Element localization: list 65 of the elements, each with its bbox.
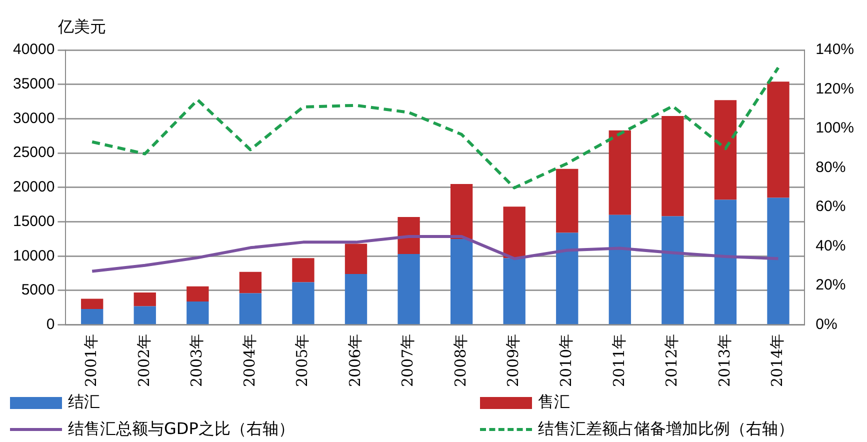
x-tick-label: 2003年 xyxy=(188,334,206,388)
y-tick-label: 25000 xyxy=(12,144,55,162)
y-tick-label: 10000 xyxy=(12,247,55,264)
y-tick-label: 20000 xyxy=(12,178,55,196)
y-tick-label: 5000 xyxy=(21,282,55,299)
bar xyxy=(714,100,737,200)
x-tick-label: 2001年 xyxy=(82,334,100,388)
y-tick-label: 30000 xyxy=(12,110,55,127)
x-tick-label: 2006年 xyxy=(346,334,364,388)
x-tick-label: 2009年 xyxy=(504,334,522,388)
bar xyxy=(134,292,156,306)
y-tick-label: 35000 xyxy=(12,75,55,92)
x-tick-label: 2011年 xyxy=(610,334,628,388)
bar xyxy=(662,216,684,324)
x-tick-label: 2007年 xyxy=(398,334,417,388)
y2-tick-label: 60% xyxy=(816,198,846,216)
bar xyxy=(714,200,737,324)
y-axis-title: 亿美元 xyxy=(57,17,106,36)
bar xyxy=(239,272,262,294)
x-tick-label: 2004年 xyxy=(240,334,258,388)
y2-tick-label: 80% xyxy=(816,158,846,176)
x-tick-label: 2002年 xyxy=(134,334,153,388)
bar xyxy=(344,274,368,324)
y2-tick-label: 0% xyxy=(816,316,838,333)
bar xyxy=(503,206,526,258)
bar xyxy=(186,301,209,324)
x-tick-label: 2005年 xyxy=(293,334,312,388)
bar xyxy=(398,254,420,324)
y2-tick-label: 120% xyxy=(816,80,854,98)
bar xyxy=(556,232,578,324)
x-tick-label: 2010年 xyxy=(557,334,576,388)
y-tick-label: 15000 xyxy=(12,212,55,230)
legend-label: 结汇 xyxy=(68,392,100,413)
bar xyxy=(556,168,578,233)
bar xyxy=(608,130,631,215)
x-tick-label: 2013年 xyxy=(715,334,734,388)
legend-label: 售汇 xyxy=(538,392,570,413)
bar xyxy=(186,286,209,302)
y2-tick-label: 100% xyxy=(816,120,854,137)
bar xyxy=(767,198,790,324)
bar xyxy=(608,214,631,324)
y2-tick-label: 20% xyxy=(816,276,846,294)
bar xyxy=(292,282,314,324)
bar xyxy=(398,216,420,254)
legend-label: 结售汇差额占储备增加比例（右轴） xyxy=(538,419,794,440)
x-tick-label: 2008年 xyxy=(451,334,470,388)
bar xyxy=(503,258,526,324)
bar xyxy=(134,306,156,324)
bar xyxy=(344,244,368,274)
bar xyxy=(662,116,684,216)
bar xyxy=(450,184,473,239)
y2-tick-label: 140% xyxy=(816,41,854,58)
bar xyxy=(450,238,473,324)
legend-label: 结售汇总额与GDP之比（右轴） xyxy=(68,419,294,440)
line-series xyxy=(90,66,780,190)
bar xyxy=(292,258,314,282)
x-tick-label: 2014年 xyxy=(768,334,786,388)
bar xyxy=(239,293,262,324)
bar xyxy=(81,298,104,310)
bar xyxy=(81,309,104,324)
y-tick-label: 40000 xyxy=(12,41,55,58)
bar xyxy=(767,82,790,198)
y2-tick-label: 40% xyxy=(816,237,846,254)
x-tick-label: 2012年 xyxy=(662,334,681,388)
y-tick-label: 0 xyxy=(46,316,55,333)
